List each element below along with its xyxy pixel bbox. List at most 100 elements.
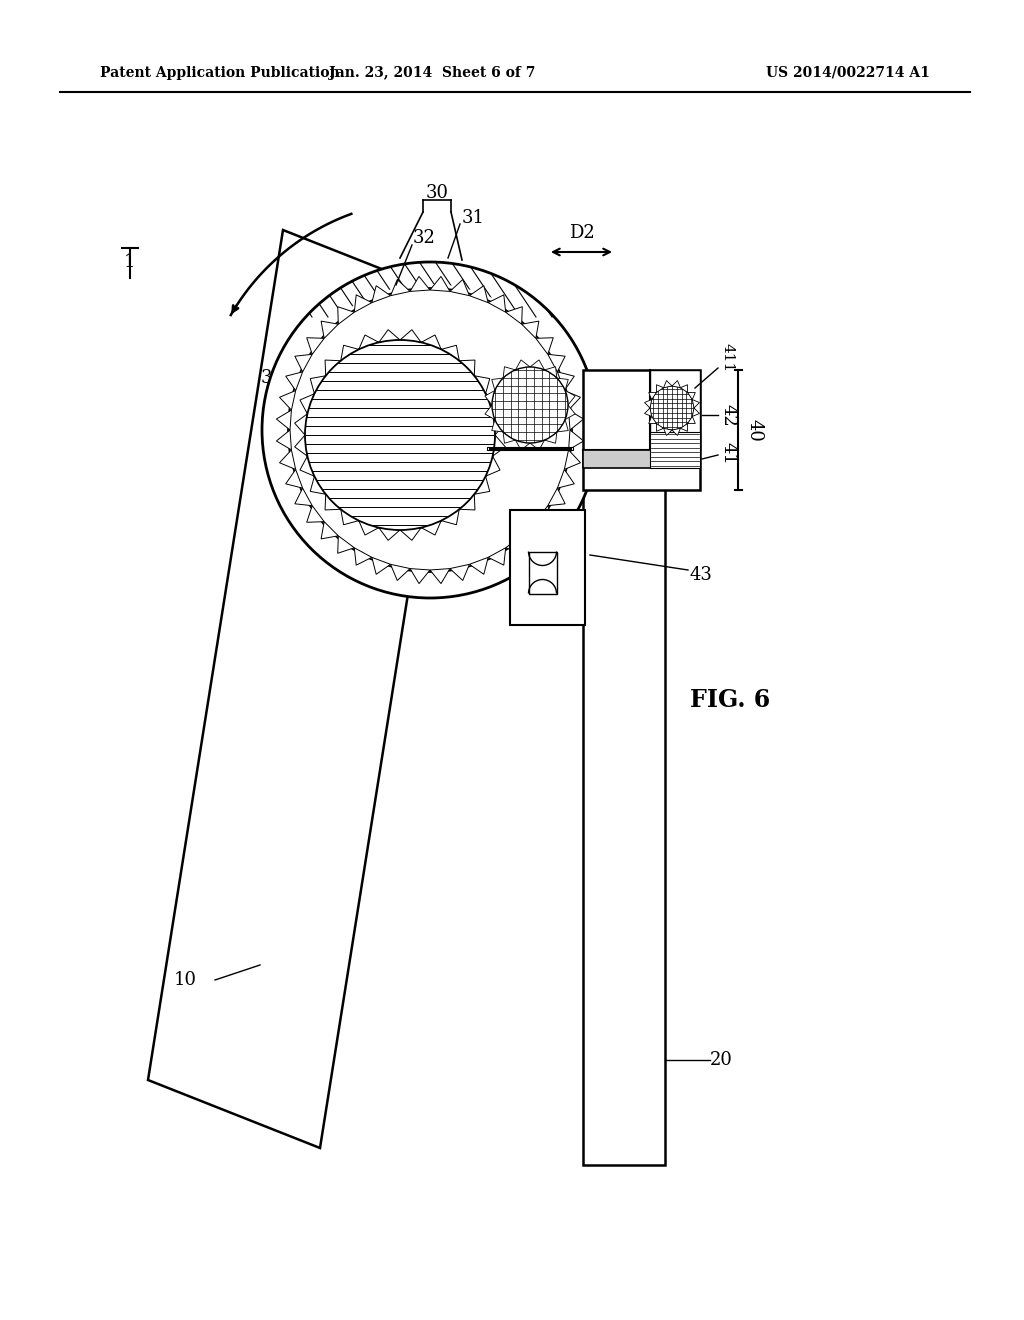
Polygon shape <box>583 370 700 490</box>
Polygon shape <box>564 450 581 470</box>
Polygon shape <box>450 565 469 581</box>
Polygon shape <box>557 420 568 432</box>
Polygon shape <box>474 376 489 393</box>
Polygon shape <box>338 536 354 553</box>
Polygon shape <box>379 528 400 540</box>
Polygon shape <box>295 436 307 457</box>
Polygon shape <box>503 432 515 444</box>
Polygon shape <box>568 411 584 430</box>
Polygon shape <box>276 430 292 450</box>
Polygon shape <box>503 367 515 378</box>
Polygon shape <box>322 321 338 338</box>
Polygon shape <box>410 276 430 292</box>
Polygon shape <box>307 338 325 354</box>
Polygon shape <box>441 510 459 525</box>
Polygon shape <box>656 384 664 392</box>
Polygon shape <box>545 367 557 378</box>
Polygon shape <box>530 440 545 450</box>
Polygon shape <box>510 510 585 624</box>
Polygon shape <box>545 432 557 444</box>
Polygon shape <box>557 378 568 391</box>
Polygon shape <box>664 380 672 388</box>
Text: 30: 30 <box>426 183 449 202</box>
Polygon shape <box>521 521 539 539</box>
Polygon shape <box>692 408 699 416</box>
Polygon shape <box>583 375 665 1166</box>
Polygon shape <box>488 294 506 313</box>
Polygon shape <box>649 416 656 424</box>
Polygon shape <box>548 488 565 506</box>
Circle shape <box>492 367 568 444</box>
Polygon shape <box>358 335 379 350</box>
Text: FIG. 6: FIG. 6 <box>690 688 770 711</box>
Polygon shape <box>568 430 584 450</box>
Polygon shape <box>649 392 656 400</box>
Polygon shape <box>493 414 505 436</box>
Circle shape <box>262 261 598 598</box>
Polygon shape <box>459 494 475 510</box>
Polygon shape <box>450 280 469 296</box>
Polygon shape <box>656 424 664 432</box>
Polygon shape <box>358 520 379 535</box>
Polygon shape <box>492 420 503 432</box>
Polygon shape <box>307 506 325 523</box>
Polygon shape <box>485 457 500 477</box>
Text: 42: 42 <box>720 404 738 426</box>
Polygon shape <box>286 372 303 391</box>
Circle shape <box>650 385 694 430</box>
Polygon shape <box>325 494 341 510</box>
Text: 10: 10 <box>173 972 197 989</box>
Polygon shape <box>341 346 358 360</box>
Polygon shape <box>400 330 421 342</box>
Polygon shape <box>400 528 421 540</box>
Text: US 2014/0022714 A1: US 2014/0022714 A1 <box>766 66 930 81</box>
Text: 31: 31 <box>462 209 485 227</box>
Polygon shape <box>295 414 307 436</box>
Polygon shape <box>430 569 450 583</box>
Text: 40: 40 <box>745 418 763 441</box>
Polygon shape <box>644 408 651 416</box>
Polygon shape <box>506 536 522 553</box>
Polygon shape <box>441 346 459 360</box>
Polygon shape <box>390 280 410 296</box>
Polygon shape <box>276 411 292 430</box>
Text: 32: 32 <box>413 228 436 247</box>
Polygon shape <box>687 392 695 400</box>
Polygon shape <box>295 488 312 506</box>
Polygon shape <box>650 370 700 450</box>
Polygon shape <box>474 477 489 494</box>
Polygon shape <box>421 520 441 535</box>
Polygon shape <box>410 569 430 583</box>
Polygon shape <box>521 321 539 338</box>
Polygon shape <box>557 470 574 488</box>
Polygon shape <box>650 432 700 469</box>
Text: Jan. 23, 2014  Sheet 6 of 7: Jan. 23, 2014 Sheet 6 of 7 <box>329 66 536 81</box>
Text: 411: 411 <box>720 343 734 372</box>
Polygon shape <box>354 294 372 313</box>
Polygon shape <box>680 384 687 392</box>
Polygon shape <box>564 391 581 411</box>
Polygon shape <box>310 376 326 393</box>
Polygon shape <box>487 447 573 450</box>
Polygon shape <box>354 548 372 565</box>
Polygon shape <box>485 405 495 420</box>
Polygon shape <box>459 360 475 376</box>
Circle shape <box>305 341 495 531</box>
Polygon shape <box>485 391 495 405</box>
Polygon shape <box>488 548 506 565</box>
Polygon shape <box>280 450 296 470</box>
Circle shape <box>305 341 495 531</box>
Polygon shape <box>469 285 488 302</box>
Polygon shape <box>325 360 341 376</box>
Text: 321: 321 <box>261 370 295 387</box>
Polygon shape <box>390 565 410 581</box>
Text: 43: 43 <box>690 566 713 583</box>
Polygon shape <box>295 354 312 372</box>
Text: D2: D2 <box>569 224 595 242</box>
Circle shape <box>492 367 568 444</box>
Polygon shape <box>565 391 575 405</box>
Polygon shape <box>379 330 400 342</box>
Polygon shape <box>430 276 450 292</box>
Polygon shape <box>338 306 354 325</box>
Polygon shape <box>341 510 358 525</box>
